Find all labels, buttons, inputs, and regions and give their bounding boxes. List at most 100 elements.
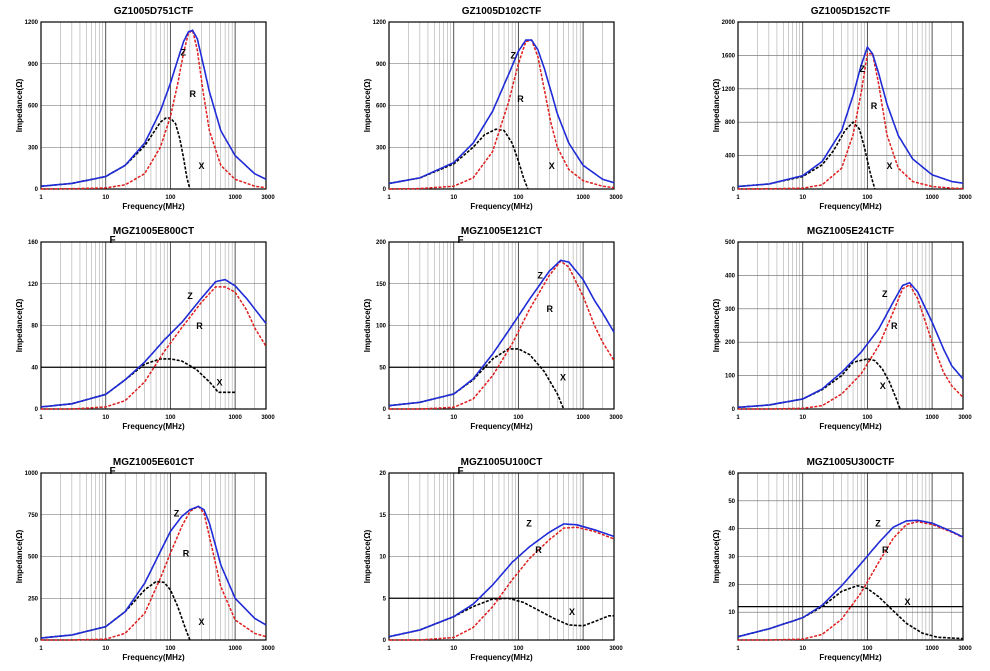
chart-panel: Z R X GZ1005D751CTF 1 10 100 1000 3000 0 300 600 900… xyxy=(15,6,275,211)
y-tick-label: 400 xyxy=(725,154,736,160)
x-tick-label: 1000 xyxy=(576,646,590,652)
chart-title-note: F xyxy=(110,235,116,246)
plot-frame xyxy=(388,472,615,641)
chart-title: MGZ1005E601CT xyxy=(113,457,194,468)
y-tick-label: 750 xyxy=(28,513,39,519)
y-axis-label: Impedance(Ω) xyxy=(363,298,372,352)
x-axis-label: Frequency(MHz) xyxy=(122,422,185,431)
x-tick-label: 1 xyxy=(387,415,391,421)
curve-label-r: R xyxy=(535,545,542,555)
plot-frame xyxy=(737,472,964,641)
chart-title: GZ1005D751CTF xyxy=(114,6,193,17)
chart-title-note: F xyxy=(110,466,116,477)
chart-title-note: F xyxy=(458,466,464,477)
series-r-line xyxy=(738,520,964,641)
curve-label-r: R xyxy=(190,89,197,99)
y-tick-label: 1600 xyxy=(722,53,736,59)
curve-label-r: R xyxy=(517,94,524,104)
x-tick-label: 10 xyxy=(799,415,806,421)
x-tick-label: 3000 xyxy=(958,646,972,652)
x-tick-label: 100 xyxy=(862,646,873,652)
y-axis-label: Impedance(Ω) xyxy=(712,298,721,352)
x-tick-label: 1 xyxy=(39,195,43,201)
curve-label-z: Z xyxy=(511,51,517,61)
x-axis-label: Frequency(MHz) xyxy=(122,653,185,662)
y-tick-label: 300 xyxy=(28,145,39,151)
curve-label-z: Z xyxy=(181,47,187,57)
series-r-line xyxy=(41,28,267,190)
curve-label-z: Z xyxy=(526,518,532,528)
y-tick-label: 1000 xyxy=(25,471,39,477)
y-tick-label: 500 xyxy=(28,555,39,561)
chart-title: MGZ1005E241CTF xyxy=(807,226,894,237)
series-z-line xyxy=(40,505,267,639)
chart-panel: Z R X GZ1005D102CTF 1 10 100 1000 3000 0 300 600 900… xyxy=(363,6,623,211)
y-tick-label: 10 xyxy=(379,555,386,561)
curve-label-x: X xyxy=(199,161,205,171)
y-tick-label: 600 xyxy=(28,104,39,110)
chart-title: MGZ1005U100CT xyxy=(461,457,543,468)
x-tick-label: 10 xyxy=(102,415,109,421)
y-tick-label: 200 xyxy=(725,340,736,346)
x-tick-label: 100 xyxy=(165,415,176,421)
curve-label-r: R xyxy=(547,304,554,314)
chart-title: MGZ1005E800CT xyxy=(113,226,194,237)
curve-label-z: Z xyxy=(174,508,180,518)
curve-label-x: X xyxy=(199,617,205,627)
y-tick-label: 20 xyxy=(379,471,386,477)
x-tick-label: 100 xyxy=(862,415,873,421)
y-tick-label: 2000 xyxy=(722,20,736,26)
x-tick-label: 10 xyxy=(799,195,806,201)
x-axis-label: Frequency(MHz) xyxy=(819,202,882,211)
x-tick-label: 3000 xyxy=(609,415,623,421)
y-tick-label: 1200 xyxy=(722,87,736,93)
y-tick-label: 800 xyxy=(725,120,736,126)
x-tick-label: 1000 xyxy=(576,415,590,421)
x-tick-label: 3000 xyxy=(609,646,623,652)
curve-label-z: Z xyxy=(538,271,544,281)
series-z-line xyxy=(737,45,964,188)
x-tick-label: 1 xyxy=(387,195,391,201)
curve-label-r: R xyxy=(871,101,878,111)
y-axis-label: Impedance(Ω) xyxy=(712,529,721,583)
y-tick-label: 80 xyxy=(31,324,38,330)
y-axis-label: Impedance(Ω) xyxy=(363,529,372,583)
y-tick-label: 20 xyxy=(728,582,735,588)
y-tick-label: 0 xyxy=(383,187,387,193)
x-tick-label: 1000 xyxy=(576,195,590,201)
curve-label-r: R xyxy=(196,321,203,331)
x-axis-label: Frequency(MHz) xyxy=(470,422,533,431)
y-tick-label: 15 xyxy=(379,513,386,519)
x-tick-label: 3000 xyxy=(958,415,972,421)
series-r-line xyxy=(41,505,267,641)
y-tick-label: 60 xyxy=(728,471,735,477)
y-tick-label: 0 xyxy=(35,638,39,644)
curve-label-x: X xyxy=(217,378,223,388)
x-tick-label: 3000 xyxy=(958,195,972,201)
x-axis-label: Frequency(MHz) xyxy=(819,422,882,431)
series-z-line xyxy=(388,523,615,638)
x-tick-label: 1 xyxy=(736,415,740,421)
y-tick-label: 500 xyxy=(725,240,736,246)
chart-title: MGZ1005U300CTF xyxy=(807,457,895,468)
x-tick-label: 1 xyxy=(39,415,43,421)
x-tick-label: 1000 xyxy=(925,646,939,652)
curve-label-r: R xyxy=(183,549,190,559)
x-tick-label: 1000 xyxy=(228,646,242,652)
curve-label-r: R xyxy=(891,321,898,331)
series-r-line xyxy=(738,283,964,410)
chart-panel: Z R X MGZ1005U300CTF 1 10 100 1000 3000 10 20 30 40 5… xyxy=(712,457,972,662)
x-tick-label: 100 xyxy=(165,195,176,201)
x-tick-label: 3000 xyxy=(261,415,275,421)
y-tick-label: 0 xyxy=(35,407,39,413)
chart-panel: Z R X MGZ1005E241CTF 1 10 100 1000 3000 0 100 200 30… xyxy=(712,226,972,431)
x-tick-label: 1000 xyxy=(228,415,242,421)
y-tick-label: 5 xyxy=(383,596,387,602)
series-r-line xyxy=(389,526,615,641)
curve-label-r: R xyxy=(882,545,889,555)
x-tick-label: 3000 xyxy=(261,195,275,201)
